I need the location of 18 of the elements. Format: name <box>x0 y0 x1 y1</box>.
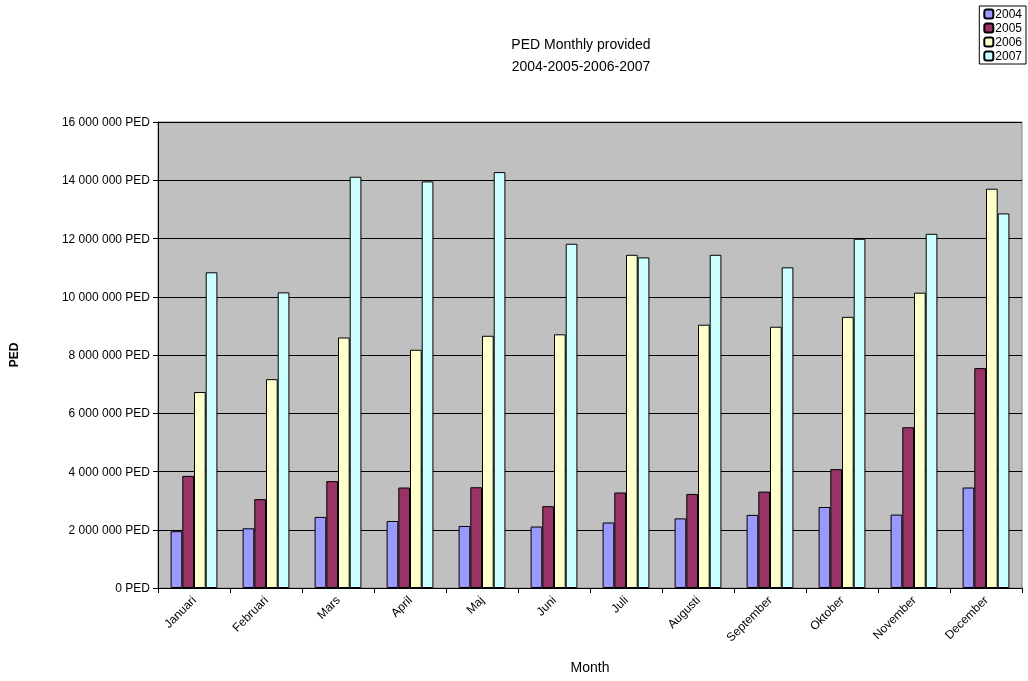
y-tick-label: 2 000 000 PED <box>68 522 151 537</box>
legend-label: 2004 <box>995 7 1023 21</box>
legend-label: 2007 <box>995 49 1023 63</box>
y-tick-label: 4 000 000 PED <box>68 464 151 479</box>
y-tick-label: 8 000 000 PED <box>68 348 151 362</box>
legend-label: 2006 <box>995 35 1023 49</box>
y-tick-label: 0 PED <box>115 581 151 595</box>
y-tick-label: 14 000 000 PED <box>61 173 151 188</box>
y-tick-label: 12 000 000 PED <box>61 231 151 246</box>
x-axis-title: Month <box>570 659 610 675</box>
legend-label: 2005 <box>995 21 1023 35</box>
y-tick-label: 10 000 000 PED <box>61 289 151 304</box>
x-tick-label: Juli <box>608 593 631 616</box>
y-tick-label: 6 000 000 PED <box>68 406 151 421</box>
y-axis-title: PED <box>7 342 21 368</box>
x-tick-label: Maj <box>463 593 487 617</box>
y-tick-label: 16 000 000 PED <box>61 115 151 129</box>
chart-title: PED Monthly provided 2004-2005-2006-2007 <box>511 36 651 74</box>
